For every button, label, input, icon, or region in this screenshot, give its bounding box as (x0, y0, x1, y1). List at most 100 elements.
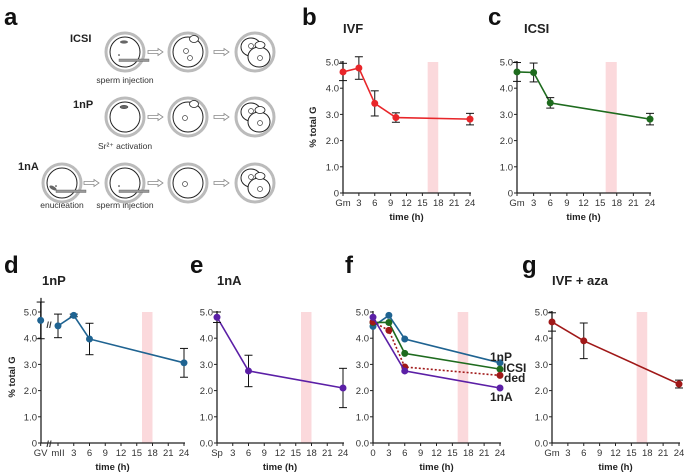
series-line (372, 321, 501, 377)
chart-panel-b: b IVF 0 1.0 2.0 3.0 4.0 5.0 Gm 3 6 9 12 15 18 21 24 % tot… (302, 4, 475, 223)
data-point (392, 114, 400, 122)
panel-letter-f: f (345, 252, 354, 279)
highlight-band (301, 312, 312, 443)
highlight-band (142, 312, 153, 443)
y-tick-label: 0.0 (356, 439, 369, 450)
series-label: 1nP (490, 350, 512, 364)
y-tick-label: 0 (32, 439, 37, 450)
x-tick-label: 12 (275, 448, 286, 459)
x-tick-label: 18 (611, 198, 622, 209)
x-tick-label: 18 (147, 448, 158, 459)
y-tick-label: 1.0 (500, 162, 513, 173)
x-tick-label: Gm (509, 198, 524, 209)
x-tick-label: 6 (87, 448, 92, 459)
series-ded (369, 318, 504, 379)
x-tick-label: 9 (103, 448, 108, 459)
oocyte-two-cell-icon (234, 31, 276, 73)
x-tick-label: mII (51, 448, 64, 459)
y-tick-label: 2.0 (356, 386, 369, 397)
y-tick-label: 3.0 (200, 360, 213, 371)
data-point (548, 318, 556, 326)
x-tick-label: 24 (495, 448, 506, 459)
highlight-band (636, 312, 648, 443)
oocyte-two-cell-icon (234, 96, 276, 138)
axis-break-icon: // (46, 320, 52, 331)
series-label: ICSI (503, 361, 526, 375)
data-point (245, 367, 252, 375)
series-line (342, 67, 471, 120)
x-tick-label: 3 (71, 448, 76, 459)
data-point (496, 359, 504, 367)
y-tick-label: 5.0 (356, 308, 369, 319)
data-point (385, 326, 393, 334)
spindle-icon (120, 40, 128, 44)
x-tick-label: Gm (544, 448, 559, 459)
x-tick-label: GV (34, 448, 48, 459)
data-point (37, 316, 45, 324)
series-line (372, 314, 501, 364)
row-label-icsi: ICSI (70, 33, 91, 45)
data-point (339, 68, 347, 76)
x-tick-label: 24 (338, 448, 349, 459)
highlight-band (457, 312, 469, 443)
y-tick-label: 3.0 (356, 360, 369, 371)
data-point (385, 318, 393, 326)
series-g (548, 312, 683, 389)
y-tick-label: 3.0 (500, 110, 513, 121)
x-tick-label: 3 (230, 448, 235, 459)
y-tick-label: 3.0 (24, 360, 37, 371)
x-tick-label: 21 (628, 198, 639, 209)
y-tick-label: 2.0 (535, 386, 548, 397)
y-tick-label: 3.0 (535, 360, 548, 371)
y-tick-label: 5.0 (24, 308, 37, 319)
x-tick-label: 24 (465, 198, 476, 209)
x-tick-label: 15 (290, 448, 301, 459)
data-point (466, 115, 474, 123)
chart-title: 1nA (217, 273, 242, 288)
data-point (213, 313, 221, 321)
oocyte-enucleate-icon (41, 162, 87, 204)
x-tick-label: 15 (626, 448, 637, 459)
data-point (530, 68, 538, 76)
x-tick-label: Sp (211, 448, 223, 459)
arrow-icon (213, 112, 230, 122)
chart-title: 1nP (42, 273, 66, 288)
data-point (546, 99, 554, 107)
caption-sr-activation: Sr²⁺ activation (98, 141, 152, 151)
series-line (373, 321, 501, 370)
row-label-1na: 1nA (18, 161, 39, 173)
y-tick-label: 5.0 (326, 58, 339, 69)
panel-letter-g: g (522, 252, 537, 279)
oocyte-pronucleus-icon (167, 162, 209, 204)
panel-letter-c: c (488, 4, 501, 31)
data-point (54, 322, 62, 330)
data-point (70, 311, 78, 319)
y-tick-label: 4.0 (326, 84, 339, 95)
pipette-icon (118, 58, 150, 62)
data-point (355, 64, 363, 72)
y-tick-label: 1.0 (326, 162, 339, 173)
x-tick-label: 24 (179, 448, 190, 459)
x-tick-label: 12 (578, 198, 589, 209)
x-tick-label: 21 (479, 448, 490, 459)
series-1na (369, 313, 504, 392)
x-tick-label: 15 (595, 198, 606, 209)
panel-letter-b: b (302, 4, 317, 31)
y-tick-label: 1.0 (356, 412, 369, 423)
x-tick-label: 0 (370, 448, 375, 459)
data-point (513, 68, 521, 76)
chart-panel-d: d 1nP 0 1.0 2.0 3.0 4.0 5.0 GV mII 3 6 9 12 15 18 21 24 //… (4, 252, 189, 473)
y-tick-label: 2.0 (200, 386, 213, 397)
caption-sperm-injection-2: sperm injection (96, 200, 153, 210)
series-c (513, 62, 654, 126)
y-axis-label: % total G (308, 106, 319, 147)
arrow-icon (213, 47, 230, 57)
caption-sperm-injection: sperm injection (96, 75, 153, 85)
x-tick-label: 3 (565, 448, 570, 459)
series-d (36, 301, 188, 378)
data-point (580, 337, 588, 345)
x-tick-label: 9 (262, 448, 267, 459)
x-tick-label: 6 (581, 448, 586, 459)
data-point (86, 335, 93, 343)
